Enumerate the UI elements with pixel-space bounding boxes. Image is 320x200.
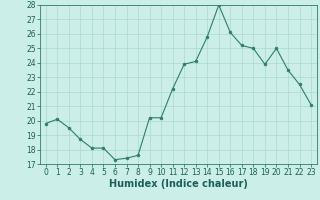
X-axis label: Humidex (Indice chaleur): Humidex (Indice chaleur) — [109, 179, 248, 189]
